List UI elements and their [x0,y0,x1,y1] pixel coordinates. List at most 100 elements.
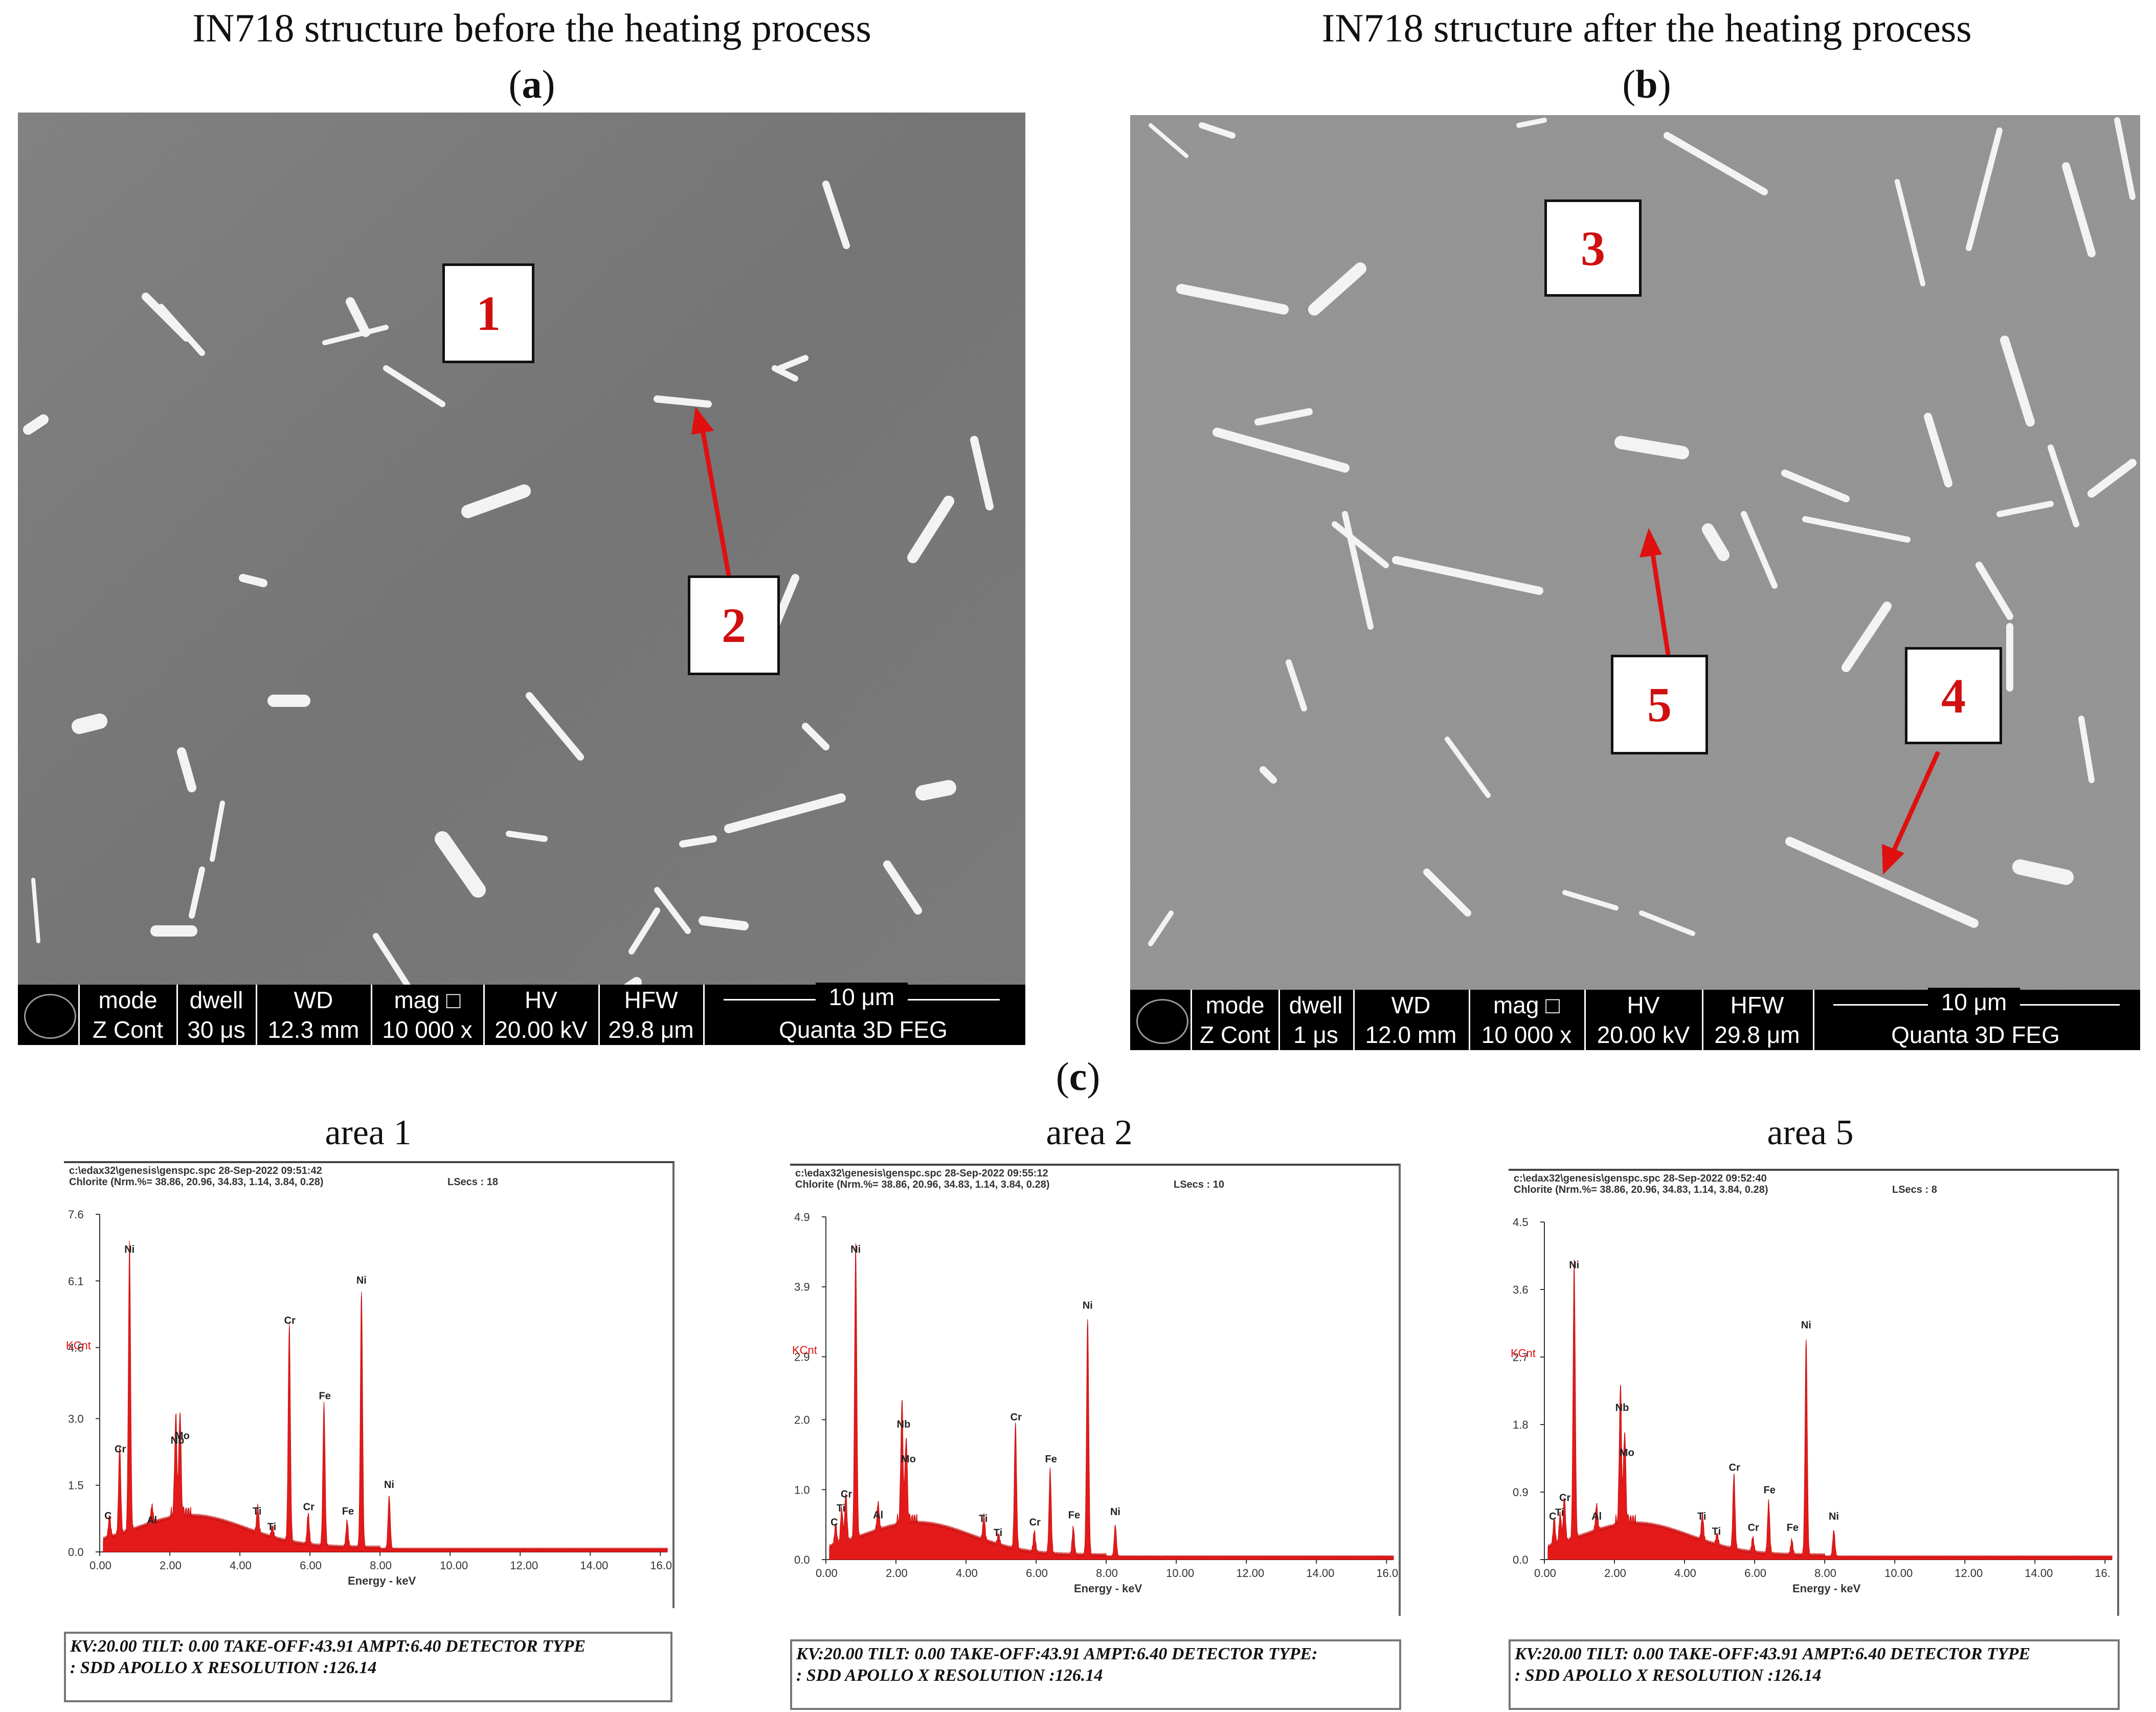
peak-label-ti: Ti [1697,1511,1706,1522]
precipitate-needle [1924,413,1952,487]
x-tick-label: 12.00 [1955,1567,1983,1580]
peak-label-fe: Fe [1068,1510,1080,1521]
eds-spectrum-3: c:\edax32\genesis\genspc.spc 28-Sep-2022… [1509,1169,2119,1616]
panel-b-header: IN718 structure after the heating proces… [1321,6,1972,50]
databar-a-header-hfw: HFW [624,987,678,1013]
peak-label-c: C [830,1517,838,1528]
databar-a-value-mag: 10 000 x [382,1016,473,1043]
databar-b-value-wd: 12.0 mm [1365,1021,1457,1048]
panel-b-label: (b) [1622,62,1671,106]
peak-label-al: Al [1591,1511,1602,1522]
precipitate-needle [177,747,196,792]
spectrum-area [103,1240,668,1552]
y-tick-label: 1.5 [68,1479,84,1492]
eds-1-chlorite: Chlorite (Nrm.%= 38.86, 20.96, 34.83, 1.… [69,1176,324,1188]
peak-label-ti: Ti [994,1527,1002,1539]
x-tick-label: 4.00 [956,1567,978,1580]
fei-logo-icon [1136,999,1188,1044]
precipitate-needle [777,355,808,371]
databar-a-header-dwell: dwell [189,987,243,1013]
spectrum-area [829,1243,1394,1560]
spectrum-area [1547,1259,2113,1560]
precipitate-needle [1516,118,1547,128]
x-tick-label: 10.00 [1166,1567,1194,1580]
precipitate-needle [1260,766,1277,784]
peak-label-fe: Fe [319,1390,331,1402]
precipitate-needle [2048,444,2079,527]
eds-1-footer: KV:20.00 TILT: 0.00 TAKE-OFF:43.91 AMPT:… [64,1632,672,1702]
instrument-b: Quanta 3D FEG [1891,1021,2060,1048]
y-tick-label: 2.7 [1513,1351,1529,1364]
databar-a-header-hv: HV [525,987,557,1013]
x-tick-label: 6.00 [1026,1567,1048,1580]
x-tick-label: 2.00 [1604,1567,1626,1580]
peak-label-cr: Cr [1010,1412,1022,1423]
x-tick-label: 16.0 [1376,1567,1398,1580]
precipitate-needle [654,887,691,934]
precipitate-needle [189,866,205,919]
precipitate-needle [23,414,49,435]
eds-1-footer-line2: : SDD APOLLO X RESOLUTION :126.14 [70,1658,377,1677]
marker-2: 2 [688,575,780,675]
peak-label-cr: Cr [284,1315,296,1326]
databar-b-value-hfw: 29.8 μm [1714,1021,1800,1048]
sem-texture-a [18,113,1025,1023]
precipitate-needle [2087,459,2137,498]
eds-2-footer: KV:20.00 TILT: 0.00 TAKE-OFF:43.91 AMPT:… [790,1639,1401,1710]
precipitate-needle [461,484,531,518]
precipitate-needle [1975,562,2013,620]
peak-label-ti: Ti [253,1506,261,1517]
eds-3-chart: 4.5 3.6 2.7 1.8 0.9 0.0 KCnt 0.00 2.00 4.00 6.00 8.… [1511,1216,2113,1595]
sem-image-b [1130,115,2140,995]
precipitate-needle [2000,336,2035,427]
y-axis-label: KCnt [1511,1347,1536,1360]
y-tick-label: 2.0 [794,1414,810,1427]
databar-b-header-mode: mode [1205,992,1265,1018]
precipitate-needle [2062,162,2096,257]
peak-label-nb: Nb [1615,1402,1629,1413]
eds-3-footer-line2: : SDD APOLLO X RESOLUTION :126.14 [1515,1666,1822,1685]
precipitate-needle [1254,408,1313,426]
peak-label-al: Al [147,1515,157,1526]
eds-spectrum-2: c:\edax32\genesis\genspc.spc 28-Sep-2022… [790,1164,1401,1616]
databar-b-value-mag: 10 000 x [1481,1021,1572,1048]
peak-label-fe: Fe [1045,1454,1057,1465]
x-tick-label: 8.00 [370,1559,392,1572]
peak-label-mo: Mo [901,1454,916,1465]
x-tick-label: 14.00 [1306,1567,1334,1580]
scale-bar-a-label: 10 μm [816,983,908,1011]
precipitate-needle [1308,262,1366,316]
precipitate-needle [210,801,225,862]
peak-label-cr: Cr [1729,1462,1740,1474]
scale-bar-b-label: 10 μm [1928,988,2020,1016]
precipitate-needle [1895,179,1925,286]
precipitate-needle [2078,716,2095,783]
eds-2-footer-line2: : SDD APOLLO X RESOLUTION :126.14 [796,1666,1103,1685]
precipitate-needle [1342,511,1374,630]
sem-a-databar: mode Z Cont dwell 30 μs WD 12.3 mm mag □… [18,983,1025,1045]
precipitate-needle [2012,859,2074,885]
precipitate-needle [1614,436,1689,459]
precipitate-needle [970,436,994,510]
y-tick-label: 6.1 [68,1275,84,1287]
eds-spectrum-1: c:\edax32\genesis\genspc.spc 28-Sep-2022… [64,1161,675,1608]
peak-label-cr: Cr [115,1444,126,1455]
eds-1-title: area 1 [325,1113,412,1152]
panel-a-header: IN718 structure before the heating proce… [192,6,871,50]
precipitate-needle [883,860,922,915]
precipitate-needle [1562,890,1619,910]
databar-a-value-hfw: 29.8 μm [608,1016,694,1043]
arrow-to-area-5 [1640,528,1671,655]
y-tick-label: 0.0 [794,1553,810,1566]
eds-1-path: c:\edax32\genesis\genspc.spc 28-Sep-2022… [69,1165,322,1176]
precipitate-needle [802,723,829,750]
peak-label-nb: Nb [171,1435,185,1446]
peak-label-ni: Ni [1569,1260,1579,1271]
peak-label-ni: Ni [356,1275,367,1286]
precipitate-needle [1741,511,1778,589]
x-tick-label: 10.00 [440,1559,468,1572]
x-tick-label: 2.00 [160,1559,182,1572]
y-tick-label: 4.5 [1513,1216,1529,1229]
x-tick-label: 14.00 [580,1559,608,1572]
panel-a-letter: a [522,62,542,106]
